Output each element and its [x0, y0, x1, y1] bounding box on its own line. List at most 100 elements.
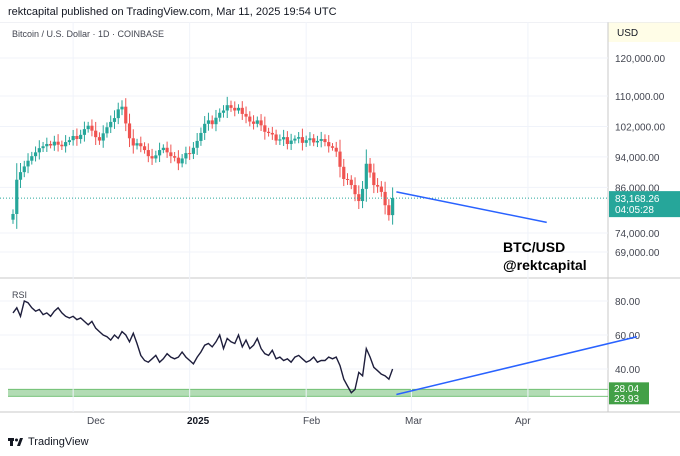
candle-body — [364, 163, 368, 189]
candle-body — [30, 156, 34, 161]
candle-body — [79, 134, 83, 140]
candle-body — [319, 139, 323, 141]
candle-body — [15, 179, 19, 214]
candle-body — [330, 146, 335, 148]
last-price-box — [609, 191, 680, 218]
x-label-mar: Mar — [405, 416, 423, 427]
candle-body — [266, 131, 271, 133]
rsi-tick-label: 80.00 — [615, 297, 640, 308]
candle-body — [161, 147, 165, 151]
candle-body — [391, 198, 395, 216]
candle-body — [357, 194, 361, 202]
annotation-handle: @rektcapital — [503, 257, 587, 273]
price-tick-label: 94,000.00 — [615, 153, 660, 164]
candle-body — [105, 127, 109, 134]
candle-body — [176, 157, 180, 164]
price-trendline — [396, 191, 547, 224]
candle-body — [244, 113, 248, 117]
candle-body — [308, 138, 312, 141]
btc-chart[interactable]: 120,000.00 110,000.00 102,000.00 94,000.00 8… — [0, 21, 680, 434]
rsi-label: RSI — [12, 290, 27, 300]
rsi-band-value-box — [609, 382, 649, 395]
candle-body — [124, 106, 128, 124]
candle-body — [22, 166, 26, 173]
candle-body — [282, 137, 286, 140]
candle-body — [86, 125, 90, 130]
currency-label: USD — [617, 28, 638, 39]
candle-body — [184, 153, 188, 159]
candle-body — [297, 137, 301, 139]
candle-body — [285, 137, 289, 144]
candle-body — [323, 139, 327, 143]
candle-body — [349, 179, 353, 186]
candle-body — [300, 137, 305, 143]
candle-body — [270, 132, 274, 135]
candle-body — [82, 129, 87, 135]
x-label-feb: Feb — [303, 416, 321, 427]
candle-body — [240, 107, 244, 114]
rsi-tick-label: 40.00 — [615, 365, 640, 376]
candle-body — [112, 118, 117, 122]
last-price-countdown: 04:05:28 — [615, 205, 654, 216]
candle-body — [379, 186, 383, 192]
candle-body — [18, 172, 23, 180]
candle-body — [210, 120, 214, 125]
candle-body — [383, 191, 387, 206]
symbol-label: Bitcoin / U.S. Dollar · 1D · COINBASE — [12, 29, 164, 39]
rsi-band-value-label: 23.93 — [614, 394, 639, 405]
candle-body — [345, 178, 350, 180]
candle-body — [67, 140, 71, 143]
candle-body — [157, 150, 162, 156]
candle-body — [169, 152, 173, 157]
candle-body — [236, 107, 241, 111]
candle-body — [146, 150, 150, 157]
candle-body — [97, 137, 102, 141]
candle-body — [334, 147, 338, 152]
candle-body — [360, 188, 365, 202]
candle-body — [304, 140, 308, 143]
candle-body — [387, 205, 391, 216]
x-label-2025: 2025 — [187, 416, 210, 427]
candle-body — [45, 143, 49, 147]
price-tick-label: 86,000.00 — [615, 183, 660, 194]
price-tick-label: 120,000.00 — [615, 54, 665, 65]
rsi-band-value-box — [609, 392, 649, 405]
candle-body — [312, 138, 316, 143]
x-label-dec: Dec — [87, 416, 105, 427]
candle-body — [255, 120, 259, 124]
candle-body — [229, 105, 233, 108]
candle-body — [180, 158, 184, 164]
candle-body — [206, 120, 211, 124]
price-tick-label: 69,000.00 — [615, 248, 660, 259]
candle-body — [135, 143, 139, 146]
candle-body — [199, 132, 203, 141]
footer: TradingView — [8, 436, 89, 448]
candle-body — [195, 140, 199, 148]
candle-body — [56, 141, 60, 145]
candle-body — [274, 134, 278, 141]
rsi-line — [12, 300, 394, 394]
candle-body — [375, 185, 380, 187]
candle-body — [48, 143, 53, 146]
rsi-trendline — [396, 335, 638, 396]
candle-body — [150, 156, 154, 159]
currency-box[interactable] — [608, 22, 680, 42]
price-tick-label: 102,000.00 — [615, 122, 665, 133]
annotation-symbol: BTC/USD — [503, 239, 565, 255]
candle-body — [263, 125, 267, 132]
candle-body — [251, 121, 256, 124]
candle-body — [154, 155, 158, 159]
candle-body — [142, 146, 147, 151]
candle-body — [233, 107, 237, 111]
candle-body — [94, 130, 98, 138]
candle-body — [259, 120, 263, 126]
candle-body — [26, 160, 30, 167]
candle-body — [109, 121, 113, 128]
candle-body — [116, 109, 120, 119]
chart-frame: 120,000.00 110,000.00 102,000.00 94,000.00 8… — [0, 21, 680, 434]
candle-body — [41, 146, 45, 149]
candle-body — [315, 140, 320, 143]
candle-body — [11, 213, 15, 220]
candle-body — [188, 153, 192, 155]
candle-body — [218, 112, 222, 118]
